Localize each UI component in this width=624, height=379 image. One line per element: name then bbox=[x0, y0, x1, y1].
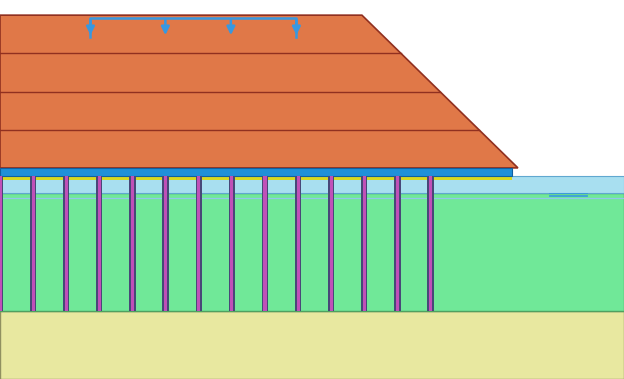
Bar bbox=[96, 176, 102, 311]
Bar bbox=[63, 176, 69, 311]
Bar bbox=[296, 176, 300, 311]
Bar bbox=[0, 176, 3, 311]
Bar bbox=[328, 176, 334, 311]
Bar bbox=[0, 311, 624, 379]
Bar bbox=[0, 168, 512, 176]
Bar bbox=[262, 176, 268, 311]
Bar bbox=[295, 176, 301, 311]
Bar bbox=[129, 176, 135, 311]
Bar bbox=[427, 176, 434, 311]
Bar bbox=[197, 176, 200, 311]
Bar bbox=[263, 176, 266, 311]
Bar bbox=[65, 176, 68, 311]
Bar bbox=[230, 176, 233, 311]
Bar bbox=[164, 176, 167, 311]
Bar bbox=[32, 176, 35, 311]
Bar bbox=[329, 176, 333, 311]
Polygon shape bbox=[0, 15, 518, 168]
Bar bbox=[195, 176, 202, 311]
Bar bbox=[131, 176, 134, 311]
Bar bbox=[363, 176, 366, 311]
Bar bbox=[0, 176, 624, 193]
Bar bbox=[162, 176, 168, 311]
Bar bbox=[361, 176, 368, 311]
Bar bbox=[0, 193, 624, 311]
Bar bbox=[394, 176, 401, 311]
Bar bbox=[30, 176, 36, 311]
Bar bbox=[0, 176, 2, 311]
Bar bbox=[229, 176, 235, 311]
Bar bbox=[98, 176, 101, 311]
Bar bbox=[0, 176, 512, 180]
Bar bbox=[396, 176, 399, 311]
Bar bbox=[429, 176, 432, 311]
